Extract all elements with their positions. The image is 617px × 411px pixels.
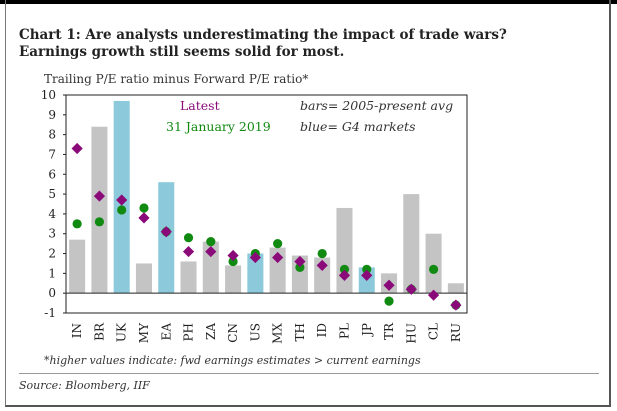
bar-ru xyxy=(447,283,464,294)
x-tick-label: PL xyxy=(337,323,351,339)
legend-latest: Latest xyxy=(180,98,220,113)
y-tick-label: 4 xyxy=(48,207,56,221)
x-tick-label: ID xyxy=(315,323,329,337)
dot-my xyxy=(139,203,149,213)
y-tick-label: 7 xyxy=(48,147,56,161)
footnote: *higher values indicate: fwd earnings es… xyxy=(44,354,421,367)
dot-ph xyxy=(183,233,194,243)
diamond-us xyxy=(249,251,261,264)
y-tick-label: 1 xyxy=(48,266,56,280)
bar-ea xyxy=(158,182,175,294)
diamond-ea xyxy=(160,226,172,238)
dot-th xyxy=(295,262,305,273)
x-tick-label: MY xyxy=(137,322,151,343)
x-tick-label: TH xyxy=(293,323,307,341)
bar-br xyxy=(91,126,108,294)
y-tick-label: 5 xyxy=(48,187,56,201)
x-tick-label: TR xyxy=(382,322,396,340)
bar-th xyxy=(291,255,308,294)
diamond-in xyxy=(71,142,83,155)
top-border xyxy=(0,0,617,4)
x-tick-label: CN xyxy=(226,323,240,343)
marker-layer xyxy=(71,142,462,311)
dot-jp xyxy=(362,264,372,274)
dot-cl xyxy=(428,264,439,274)
x-tick-label: JP xyxy=(360,323,374,338)
dot-tr xyxy=(384,296,394,306)
y-tick-label: -1 xyxy=(44,306,56,320)
source-note: Source: Bloomberg, IIF xyxy=(19,379,150,392)
bar-in xyxy=(69,239,86,294)
chart-frame xyxy=(5,0,611,407)
chart-title: Chart 1: Are analysts underestimating th… xyxy=(19,27,507,60)
x-tick-label: UK xyxy=(115,322,129,342)
diamond-jp xyxy=(361,269,373,281)
y-tick-label: 8 xyxy=(48,128,56,142)
dot-pl xyxy=(339,264,350,274)
bar-hu xyxy=(403,194,420,294)
bar-ph xyxy=(180,261,197,294)
diamond-za xyxy=(205,245,217,258)
bar-za xyxy=(202,241,219,294)
bar-pl xyxy=(336,207,353,294)
grid-layer xyxy=(65,94,468,314)
y-tick-label: 3 xyxy=(48,227,56,241)
diamond-cl xyxy=(427,289,440,301)
diamond-br xyxy=(93,190,106,202)
x-tick-label: MX xyxy=(271,323,285,344)
y-tick-label: 9 xyxy=(48,108,56,122)
dot-br xyxy=(94,217,105,227)
diamond-hu xyxy=(405,283,417,295)
diamond-my xyxy=(138,212,150,224)
x-tick-label: US xyxy=(248,323,262,341)
label-layer: -1 0 1 2 3 4 5 6 7 8 9 10 IN BR UK MY EA PH ZA CN US MX TH ID PL… xyxy=(41,88,463,344)
x-tick-label: CL xyxy=(427,323,441,340)
diamond-id xyxy=(316,259,328,272)
bar-my xyxy=(135,263,152,294)
dot-in xyxy=(72,219,82,229)
dot-cn xyxy=(228,256,238,267)
diamond-cn xyxy=(227,249,239,262)
legend-blue: blue= G4 markets xyxy=(300,119,416,134)
y-tick-label: 0 xyxy=(48,286,56,300)
dot-za xyxy=(206,237,216,247)
x-tick-label: EA xyxy=(159,323,173,341)
y-axis-label: Trailing P/E ratio minus Forward P/E rat… xyxy=(44,72,309,86)
diamond-tr xyxy=(383,279,395,291)
legend-bars: bars= 2005-present avg xyxy=(300,98,453,113)
dot-uk xyxy=(117,205,127,215)
diamond-th xyxy=(294,255,306,268)
bar-us xyxy=(247,253,264,294)
y-tick-label: 10 xyxy=(41,88,56,102)
axis-layer xyxy=(63,94,467,314)
x-tick-label: BR xyxy=(92,322,106,341)
diamond-ru xyxy=(450,299,462,311)
legend-date: 31 January 2019 xyxy=(166,119,271,134)
x-tick-label: RU xyxy=(449,323,463,342)
x-tick-label: ZA xyxy=(204,323,218,340)
y-tick-label: 6 xyxy=(48,167,56,181)
plot-border xyxy=(65,94,468,314)
bar-cl xyxy=(425,233,442,294)
x-tick-label: PH xyxy=(182,323,196,342)
x-tick-label: IN xyxy=(70,323,84,338)
diamond-pl xyxy=(338,269,351,281)
diamond-mx xyxy=(272,251,284,264)
diamond-ph xyxy=(182,245,195,258)
divider xyxy=(19,373,599,374)
dot-mx xyxy=(273,239,283,249)
diamond-uk xyxy=(116,194,128,206)
bar-cn xyxy=(225,265,242,294)
x-tick-label: HU xyxy=(404,323,418,344)
y-tick-label: 2 xyxy=(48,247,56,261)
dot-id xyxy=(317,248,327,259)
